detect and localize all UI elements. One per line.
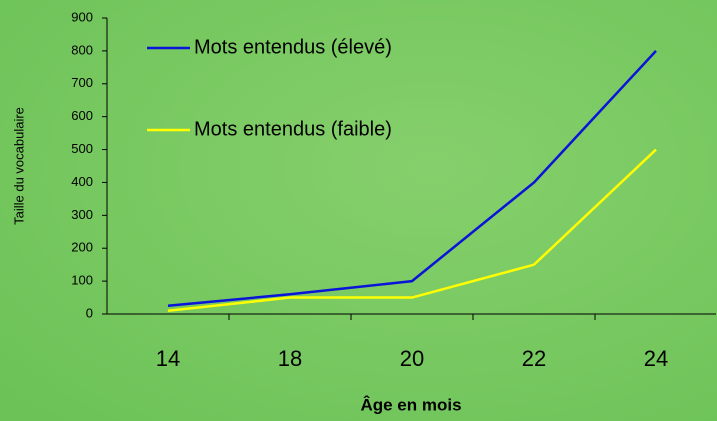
x-tick-label: 22 [522, 346, 546, 371]
y-tick-label: 200 [71, 240, 93, 255]
y-tick-label: 700 [71, 75, 93, 90]
y-tick-label: 400 [71, 174, 93, 189]
legend-label: Mots entendus (élevé) [194, 36, 392, 58]
y-tick-label: 100 [71, 273, 93, 288]
y-tick-label: 900 [71, 9, 93, 24]
legend-label: Mots entendus (faible) [194, 118, 392, 140]
y-axis-title: Taille du vocabulaire [11, 107, 26, 225]
x-tick-label: 18 [278, 346, 302, 371]
line [167, 50, 657, 308]
x-tick-label: 24 [644, 346, 668, 371]
x-tick-label: 20 [400, 346, 424, 371]
y-tick-label: 500 [71, 141, 93, 156]
y-tick-label: 800 [71, 42, 93, 57]
y-tick-label: 0 [86, 305, 93, 320]
x-axis-title: Âge en mois [360, 395, 461, 414]
x-tick-label: 14 [156, 346, 180, 371]
y-tick-label: 600 [71, 108, 93, 123]
y-tick-label: 300 [71, 207, 93, 222]
line [167, 148, 657, 312]
